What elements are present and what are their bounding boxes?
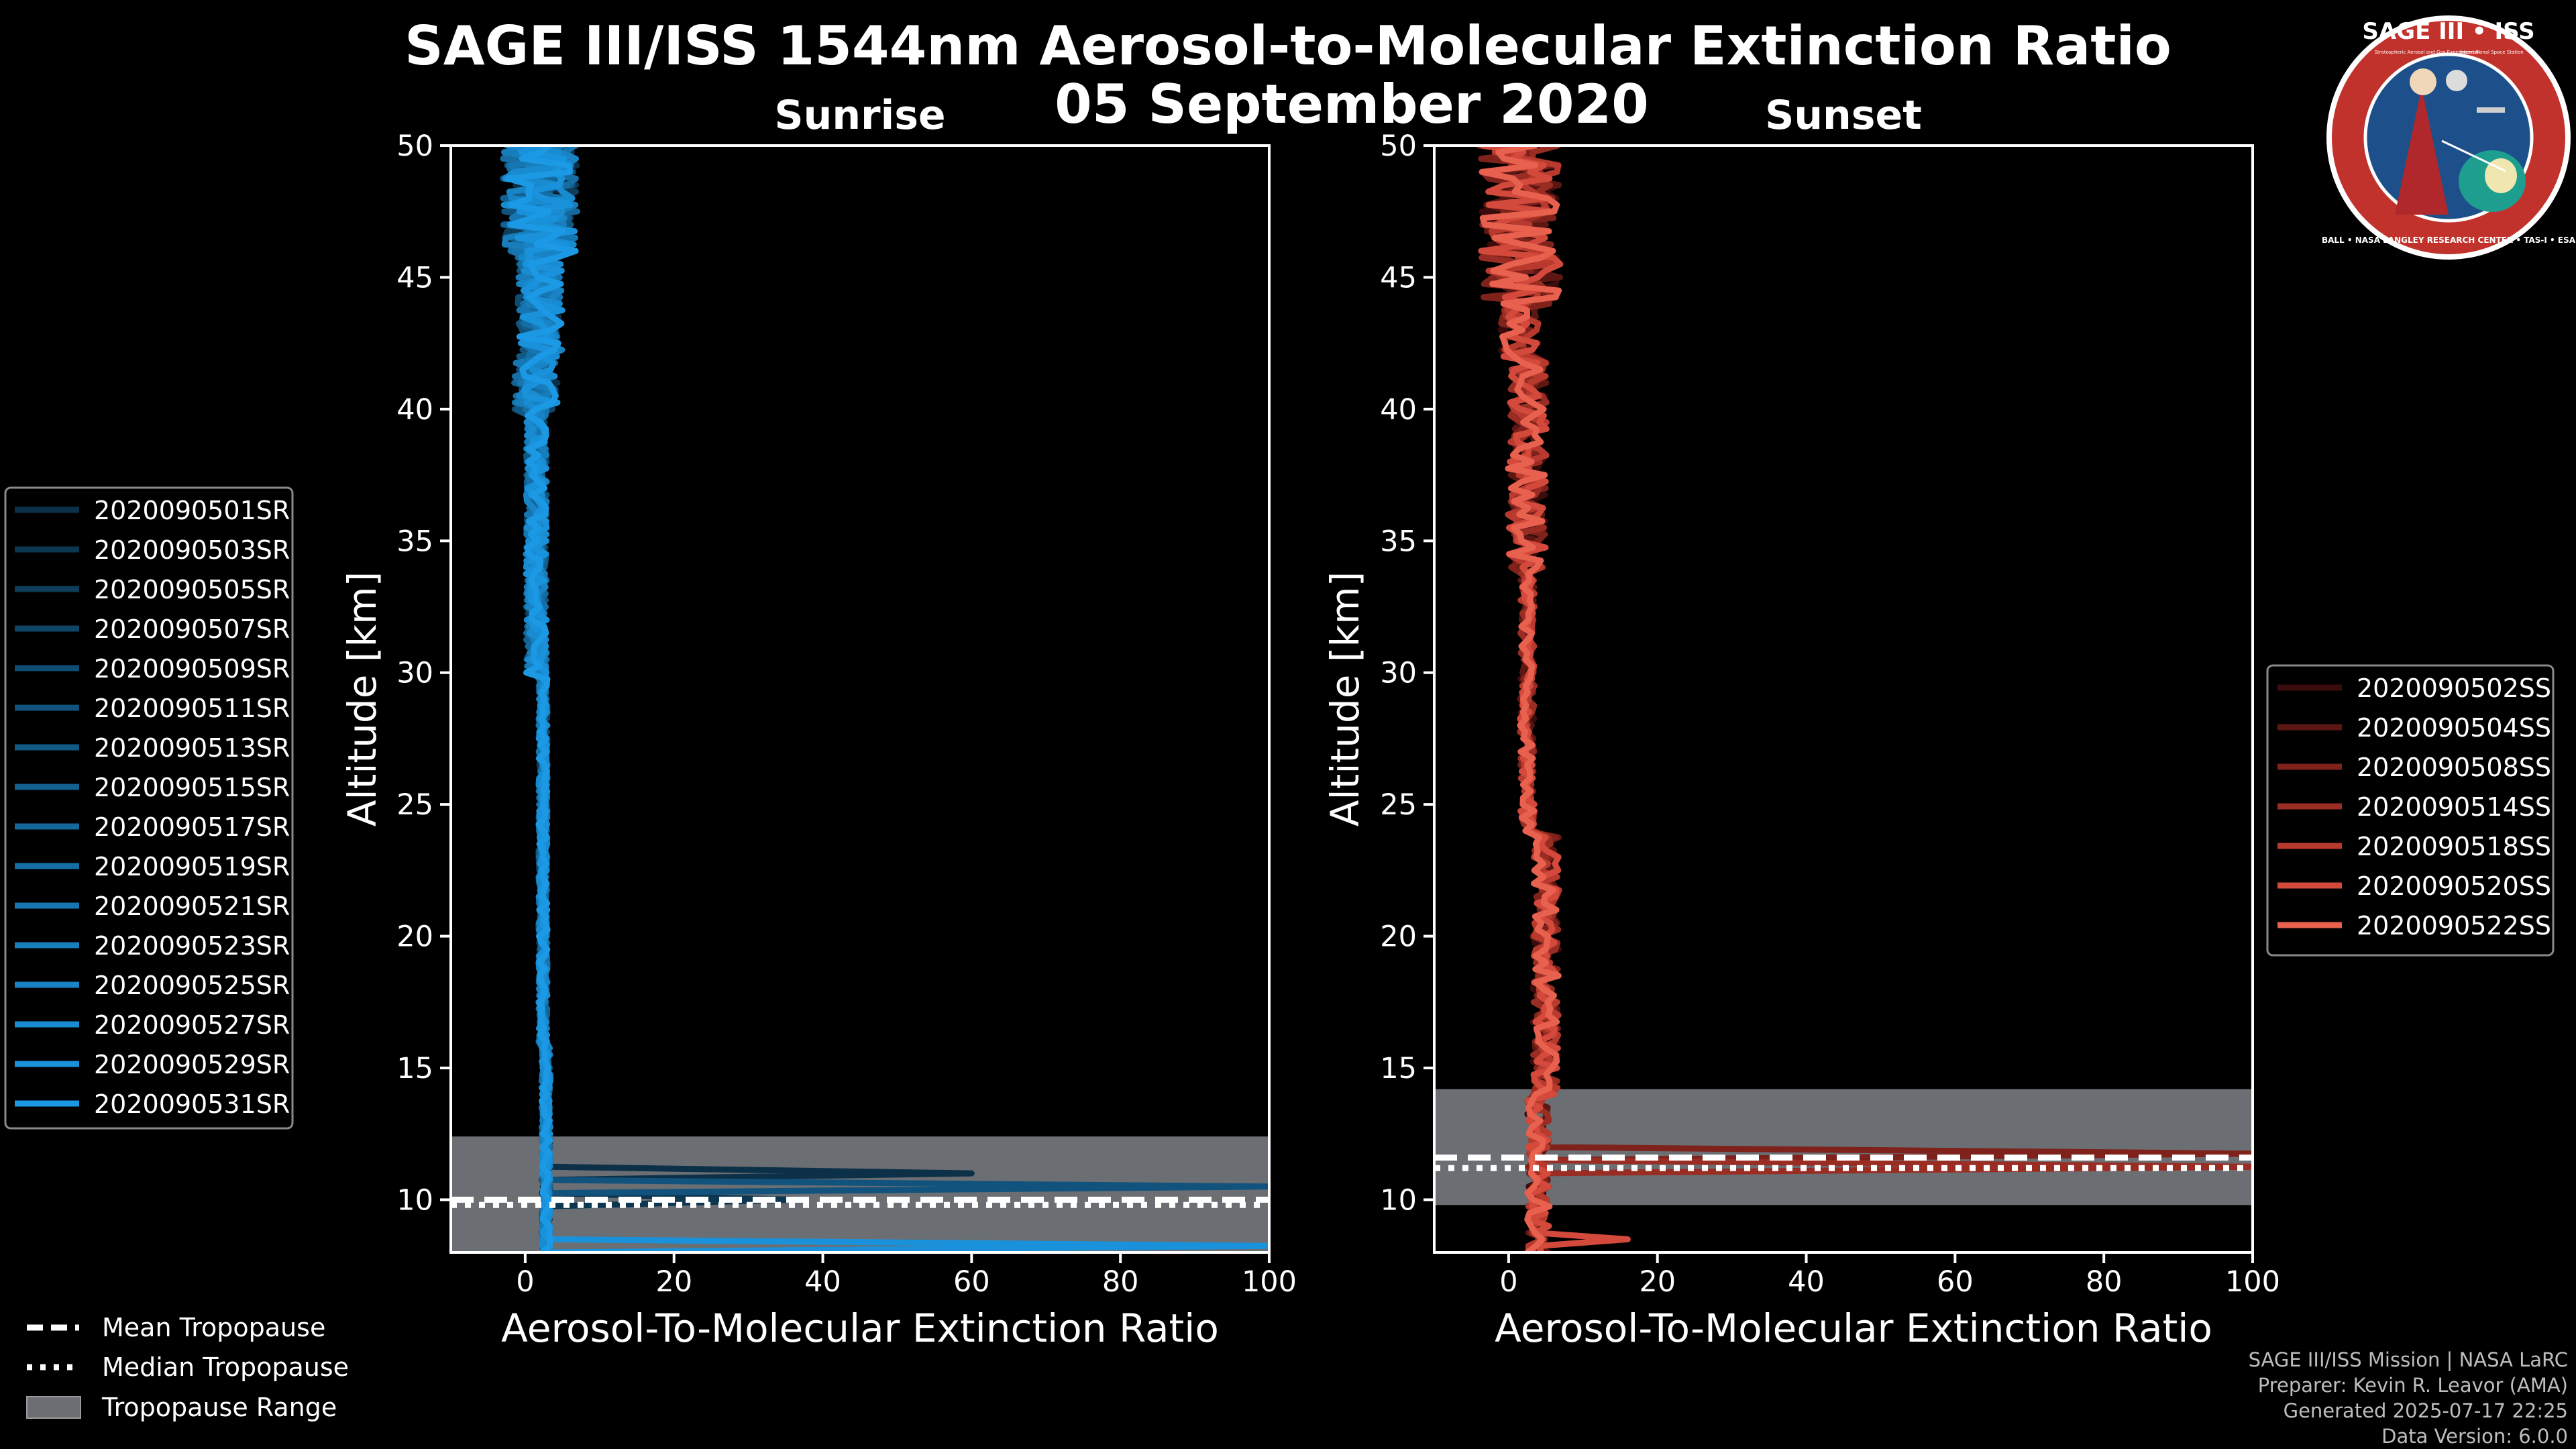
ss-ytick-label: 50 [1380, 129, 1417, 163]
ss-ytick-label: 25 [1380, 788, 1417, 822]
moon-icon [2446, 70, 2467, 91]
ss-legend-label: 2020090502SS [2357, 674, 2551, 703]
ss-ytick-label: 15 [1380, 1052, 1417, 1085]
ss-legend-label: 2020090522SS [2357, 911, 2551, 941]
ss-legend-label: 2020090514SS [2357, 792, 2551, 822]
ss-xtick-label: 100 [2225, 1265, 2280, 1299]
ss-series-line [1485, 146, 1562, 1252]
sr-xtick-label: 60 [953, 1265, 990, 1299]
ss-series-line [1479, 146, 1562, 1252]
sunset-series-group [1476, 146, 2253, 1252]
sunrise-title: Sunrise [774, 92, 945, 139]
logo-sub-left: Stratospheric Aerosol and Gas Experiment… [2374, 50, 2479, 55]
sr-legend-label: 2020090519SR [94, 852, 290, 881]
ss-ytick-label: 40 [1380, 393, 1417, 427]
sr-xtick-label: 80 [1102, 1265, 1139, 1299]
sr-xtick-label: 40 [804, 1265, 841, 1299]
sunset-legend: 2020090502SS 2020090504SS 2020090508SS 2020… [2266, 664, 2555, 957]
sunrise-ylabel: Altitude [km] [339, 572, 385, 826]
sr-ytick-label: 35 [396, 525, 433, 558]
sr-legend-label: 2020090521SR [94, 892, 290, 921]
tropopause-legend: Mean Tropopause Median Tropopause Tropop… [26, 1313, 349, 1422]
sr-ytick-label: 10 [396, 1183, 433, 1217]
ss-legend-label: 2020090504SS [2357, 713, 2551, 743]
mean-tropopause-label: Mean Tropopause [102, 1313, 325, 1342]
sr-legend-label: 2020090513SR [94, 733, 290, 763]
sr-ytick-label: 50 [396, 129, 433, 163]
sr-legend-label: 2020090501SR [94, 496, 290, 525]
sr-legend-label: 2020090525SR [94, 971, 290, 1000]
sr-legend-label: 2020090529SR [94, 1050, 290, 1079]
logo-sub-right: International Space Station [2459, 50, 2523, 55]
ss-xtick-label: 0 [1499, 1265, 1517, 1299]
ss-ytick-label: 20 [1380, 920, 1417, 954]
sunset-xlabel: Aerosol-To-Molecular Extinction Ratio [1495, 1305, 2212, 1351]
credit-mission: SAGE III/ISS Mission | NASA LaRC [2249, 1348, 2568, 1371]
credits-block: SAGE III/ISS Mission | NASA LaRC Prepare… [2249, 1348, 2568, 1448]
sunset-title: Sunset [1765, 92, 1922, 139]
ss-ytick-label: 45 [1380, 261, 1417, 294]
sr-legend-label: 2020090503SR [94, 535, 290, 565]
sr-legend-label: 2020090505SR [94, 575, 290, 604]
sr-legend-label: 2020090507SR [94, 614, 290, 644]
credit-preparer: Preparer: Kevin R. Leavor (AMA) [2258, 1374, 2568, 1397]
sr-legend-label: 2020090509SR [94, 654, 290, 684]
ss-xtick-label: 80 [2086, 1265, 2123, 1299]
figure-title: SAGE III/ISS 1544nm Aerosol-to-Molecular… [405, 15, 2171, 77]
sr-series-line [504, 146, 579, 1252]
sunrise-panel: 0 20 40 60 80 100 10 15 20 25 30 35 40 45 50 Sunrise A… [339, 92, 1297, 1351]
space-station-icon [2477, 107, 2505, 113]
sunset-axes-frame [1433, 144, 2254, 1254]
figure-date: 05 September 2020 [1055, 73, 1649, 136]
sr-ytick-label: 25 [396, 788, 433, 822]
sr-ytick-label: 20 [396, 920, 433, 954]
ss-legend-label: 2020090520SS [2357, 871, 2551, 901]
sr-xtick-label: 0 [516, 1265, 534, 1299]
sr-legend-label: 2020090511SR [94, 694, 290, 723]
ss-xtick-label: 40 [1788, 1265, 1825, 1299]
sr-ytick-label: 45 [396, 261, 433, 294]
scientist-figure-icon [2395, 87, 2449, 215]
ss-xtick-label: 60 [1937, 1265, 1974, 1299]
sunrise-xlabel: Aerosol-To-Molecular Extinction Ratio [501, 1305, 1219, 1351]
sr-legend-label: 2020090531SR [94, 1089, 290, 1119]
sr-ytick-label: 40 [396, 393, 433, 427]
tropopause-range-swatch [26, 1396, 81, 1419]
sr-legend-label: 2020090517SR [94, 812, 290, 842]
sr-legend-label: 2020090523SR [94, 931, 290, 961]
ss-ytick-label: 10 [1380, 1183, 1417, 1217]
sr-legend-label: 2020090515SR [94, 773, 290, 802]
sr-ytick-label: 15 [396, 1052, 433, 1085]
sunset-panel: 0 20 40 60 80 100 10 15 20 25 30 35 40 45 50 Sunset Ae… [1322, 92, 2280, 1351]
sr-xtick-label: 20 [655, 1265, 692, 1299]
median-tropopause-label: Median Tropopause [102, 1352, 349, 1382]
credit-data-version: Data Version: 6.0.0 [2381, 1425, 2568, 1448]
ss-legend-label: 2020090518SS [2357, 832, 2551, 861]
sr-ytick-label: 30 [396, 657, 433, 690]
sunrise-axes-frame [449, 144, 1271, 1254]
ss-ytick-label: 30 [1380, 657, 1417, 690]
sunrise-series-group [500, 146, 1269, 1252]
sunset-ylabel: Altitude [km] [1322, 572, 1368, 826]
ss-ytick-label: 35 [1380, 525, 1417, 558]
sr-legend-label: 2020090527SR [94, 1010, 290, 1040]
credit-generated: Generated 2025-07-17 22:25 [2284, 1399, 2568, 1422]
sr-xtick-label: 100 [1242, 1265, 1297, 1299]
logo-top-text: SAGE III • ISS [2362, 18, 2534, 45]
tropopause-range-label: Tropopause Range [101, 1393, 337, 1422]
sage-iii-iss-logo: SAGE III • ISS Stratospheric Aerosol and… [2322, 15, 2576, 260]
logo-ring-text: BALL • NASA LANGLEY RESEARCH CENTER • TA… [2322, 235, 2576, 245]
sunrise-legend: 2020090501SR 2020090503SR 2020090505SR 2020… [4, 486, 294, 1130]
ss-xtick-label: 20 [1639, 1265, 1676, 1299]
ss-legend-label: 2020090508SS [2357, 753, 2551, 782]
